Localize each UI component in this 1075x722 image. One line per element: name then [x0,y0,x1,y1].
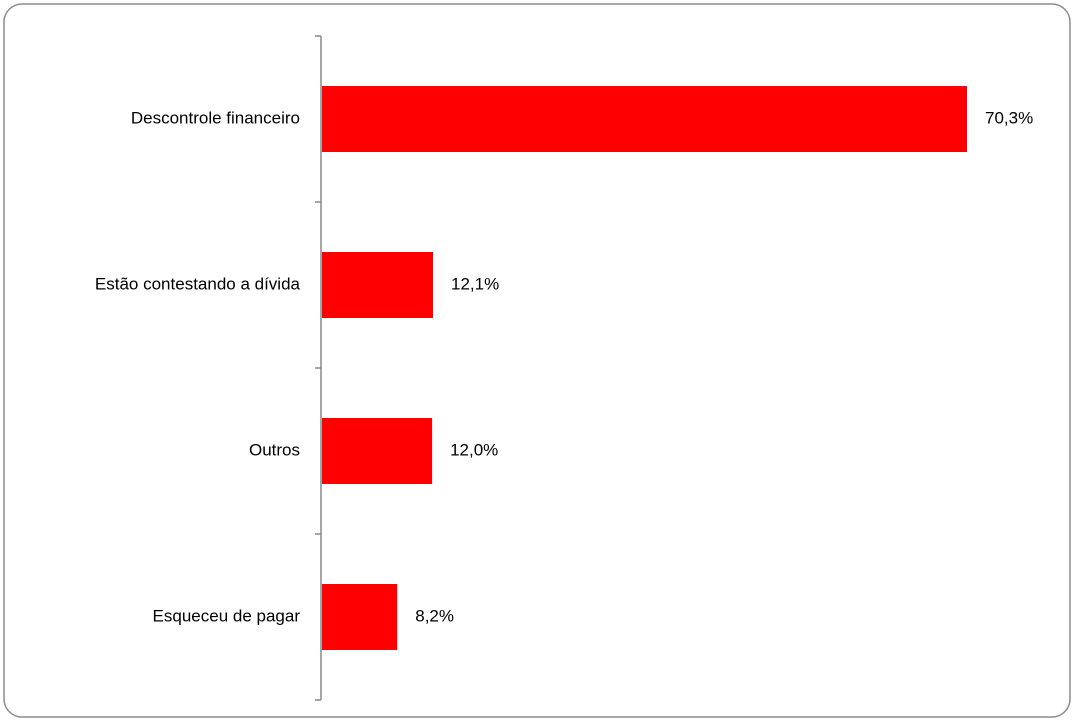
y-tick-label: Descontrole financeiro [131,108,300,127]
value-label: 8,2% [415,606,454,625]
bar [322,584,398,650]
value-label: 12,1% [451,274,499,293]
chart-frame [3,3,1071,718]
y-tick-label: Esqueceu de pagar [153,606,301,625]
y-tick-label: Estão contestando a dívida [95,274,301,293]
value-label: 70,3% [985,108,1033,127]
bar [322,418,433,484]
y-tick-label: Outros [249,440,300,459]
value-label: 12,0% [450,440,498,459]
bar [322,252,434,318]
bar [322,86,967,152]
